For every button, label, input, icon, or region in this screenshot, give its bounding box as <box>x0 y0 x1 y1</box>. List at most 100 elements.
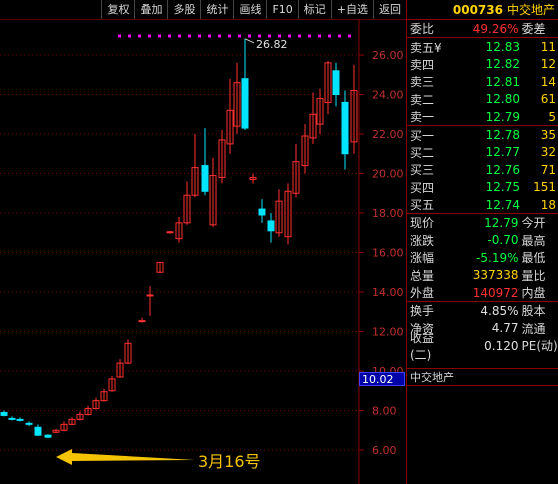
candle-body-up <box>52 429 60 433</box>
ask-row[interactable]: 卖五¥ 12.83 11 <box>407 38 558 55</box>
fund-label2: 流通 <box>521 321 546 336</box>
toolbar-button[interactable]: 多股 <box>167 0 200 19</box>
weibi-label: 委比 <box>410 22 435 37</box>
candle-body-up <box>146 294 154 297</box>
y-tick-label: 20.00 <box>372 168 404 181</box>
weicha-label: 委差 <box>521 22 546 37</box>
ask-value: 12.79 <box>485 109 520 124</box>
quote-row[interactable]: 外盘 140972 内盘 <box>407 284 558 301</box>
weibi-value: 49.26% <box>472 21 519 36</box>
y-tick-label: 6.00 <box>372 444 397 457</box>
quote-label2: 内盘 <box>521 286 546 301</box>
candle-body-up <box>108 378 116 392</box>
quote-value: 140972 <box>472 285 519 300</box>
bid-row[interactable]: 买四 12.75 151 <box>407 179 558 196</box>
candle-body-up <box>316 97 324 125</box>
candle-body-up <box>76 413 84 420</box>
bid-label: 买二 <box>410 145 435 160</box>
quote-label2: 今开 <box>521 216 546 231</box>
candle-body-down <box>34 426 42 436</box>
bid-volume: 18 <box>540 197 556 212</box>
quote-value: 12.79 <box>484 215 519 230</box>
peak-price-label: 26.82 <box>256 38 288 51</box>
bid-row[interactable]: 买三 12.76 71 <box>407 161 558 178</box>
candle-body-up <box>350 90 358 143</box>
ask-list: 卖五¥ 12.83 11 卖四 12.82 12 卖三 12.81 14 卖二 12.80 61 卖一 1… <box>407 37 558 125</box>
candle-body-up <box>175 222 183 240</box>
fund-row[interactable]: 净资 4.77 流通 <box>407 320 558 337</box>
bid-value: 12.78 <box>485 128 520 143</box>
bid-list: 买一 12.78 35 买二 12.77 32 买三 12.76 71 买四 12.75 151 买五 1… <box>407 125 558 213</box>
ask-label: 卖五¥ <box>410 40 442 55</box>
candle-body-up <box>284 190 292 238</box>
candle-body-down <box>267 220 275 232</box>
candle-body-down <box>25 422 33 425</box>
kline-svg[interactable]: 26.00 24.00 22.00 20.00 18.00 16.00 14.00 12.00… <box>0 19 406 484</box>
ask-row[interactable]: 卖一 12.79 5 <box>407 108 558 125</box>
bid-volume: 32 <box>540 145 556 160</box>
fund-label2: 股本 <box>521 304 546 319</box>
candlestick-chart[interactable]: 26.00 24.00 22.00 20.00 18.00 16.00 14.00 12.00… <box>0 19 406 484</box>
bid-row[interactable]: 买五 12.74 18 <box>407 196 558 213</box>
ask-volume: 12 <box>540 57 556 72</box>
toolbar-button[interactable]: 标记 <box>297 0 331 19</box>
ask-row[interactable]: 卖三 12.81 14 <box>407 73 558 90</box>
y-tick-label: 24.00 <box>372 89 404 102</box>
bid-row[interactable]: 买一 12.78 35 <box>407 126 558 143</box>
fundamental-list: 换手 4.85% 股本 净资 4.77 流通 收益(二) 0.120 PE(动) <box>407 301 558 362</box>
footer-stock-name: 中交地产 <box>407 368 558 386</box>
quote-label2: 最高 <box>521 233 546 248</box>
candle-body-down <box>258 208 266 216</box>
toolbar-button[interactable]: 叠加 <box>134 0 167 19</box>
bid-label: 买四 <box>410 180 435 195</box>
y-tick-label: 12.00 <box>372 326 404 339</box>
fund-label2: PE(动) <box>521 339 558 354</box>
candle-body-up <box>191 167 199 196</box>
candle-body-up <box>249 176 257 180</box>
quote-row[interactable]: 现价 12.79 今开 <box>407 214 558 231</box>
candle-body-up <box>309 113 317 139</box>
candle-body-down <box>201 165 209 192</box>
toolbar-button[interactable]: 统计 <box>200 0 233 19</box>
ask-volume: 11 <box>540 40 556 55</box>
candle-body-up <box>166 231 174 234</box>
y-tick-label: 8.00 <box>372 405 397 418</box>
fund-value: 4.85% <box>480 303 519 318</box>
candle-body-up <box>292 161 300 194</box>
ask-volume: 61 <box>540 92 556 107</box>
toolbar-button[interactable]: 返回 <box>373 0 406 19</box>
quote-row[interactable]: 总量 337338 量比 <box>407 266 558 283</box>
quote-panel: 000736 中交地产 委比 49.26% 委差 卖五¥ 12.83 11 卖四 12.… <box>406 0 558 484</box>
quote-label: 涨跌 <box>410 233 435 248</box>
quote-row[interactable]: 涨跌 -0.70 最高 <box>407 232 558 249</box>
toolbar-button[interactable]: +自选 <box>330 0 373 19</box>
candle-body-up <box>156 261 164 273</box>
quote-label: 现价 <box>410 216 435 231</box>
toolbar-button[interactable]: 复权 <box>101 0 134 19</box>
candle-body-up <box>100 391 108 402</box>
ask-value: 12.80 <box>485 92 520 107</box>
toolbar-button[interactable]: F10 <box>266 0 297 19</box>
quote-label: 外盘 <box>410 286 435 301</box>
candle-body-up <box>60 423 68 431</box>
candle-body-up <box>301 135 309 167</box>
bid-row[interactable]: 买二 12.77 32 <box>407 144 558 161</box>
candle-body-down <box>16 418 24 421</box>
ask-row[interactable]: 卖四 12.82 12 <box>407 56 558 73</box>
bid-value: 12.75 <box>485 180 520 195</box>
fund-row[interactable]: 收益(二) 0.120 PE(动) <box>407 331 558 362</box>
ask-row[interactable]: 卖二 12.80 61 <box>407 91 558 108</box>
quote-value: -5.19% <box>476 250 519 265</box>
stock-code: 000736 <box>452 2 503 17</box>
candle-body-up <box>116 362 124 378</box>
y-tick-label: 18.00 <box>372 207 404 220</box>
fund-value: 4.77 <box>491 321 519 336</box>
quote-header: 000736 中交地产 <box>407 0 558 20</box>
candle-body-up <box>233 82 241 127</box>
bid-label: 买一 <box>410 128 435 143</box>
quote-row[interactable]: 涨幅 -5.19% 最低 <box>407 249 558 266</box>
fund-row[interactable]: 换手 4.85% 股本 <box>407 302 558 319</box>
toolbar-button[interactable]: 画线 <box>233 0 266 19</box>
y-tick-label: 22.00 <box>372 128 404 141</box>
candle-body-up <box>275 200 283 234</box>
